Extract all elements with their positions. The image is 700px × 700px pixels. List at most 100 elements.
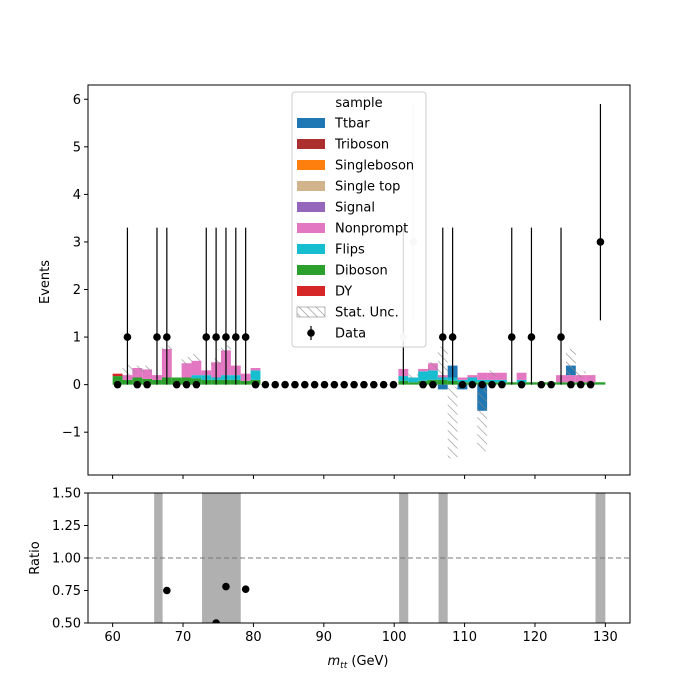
legend-label: Diboson	[335, 264, 388, 279]
bar-flips	[418, 371, 428, 381]
legend-swatch	[297, 286, 325, 296]
data-point	[212, 333, 220, 341]
legend-label: Data	[335, 327, 366, 342]
x-tick-label: 130	[593, 630, 618, 645]
legend-swatch	[297, 202, 325, 212]
bar-flips	[250, 370, 261, 380]
data-point	[527, 333, 536, 341]
legend-label: Flips	[335, 243, 365, 258]
legend-swatch	[297, 265, 325, 275]
bar-ttbar	[437, 384, 448, 390]
bar-nonprompt	[142, 369, 153, 379]
data-points	[113, 104, 605, 389]
legend-marker	[307, 329, 315, 337]
y-tick-label: 0.75	[52, 584, 81, 599]
ratio-panel: 0.50 0.75 1.00 1.25 1.50 60 70 80 90 100 110 120 13…	[28, 487, 631, 671]
ratio-x-ticks: 60 70 80 90 100 110 120 130	[104, 623, 618, 645]
data-point	[340, 380, 349, 389]
x-tick-label: 60	[104, 630, 121, 645]
data-point	[192, 380, 201, 389]
bar-diboson	[595, 382, 606, 385]
data-point	[222, 333, 230, 341]
x-tick-label: 120	[523, 630, 548, 645]
legend-title: sample	[335, 96, 382, 111]
ratio-y-ticks: 0.50 0.75 1.00 1.25 1.50	[52, 487, 88, 632]
data-point	[320, 380, 329, 389]
main-axes-frame	[87, 84, 631, 476]
y-tick-label: 0.50	[52, 617, 81, 632]
legend-swatch	[297, 139, 325, 149]
data-point	[438, 333, 447, 341]
data-point	[596, 238, 605, 246]
legend-swatch	[297, 244, 325, 254]
data-point	[488, 380, 496, 389]
y-tick-label: −1	[62, 426, 81, 441]
data-point	[251, 380, 260, 389]
data-point	[537, 380, 546, 389]
data-point	[498, 380, 506, 389]
data-point	[301, 380, 309, 389]
legend: sample Ttbar Triboson Singleboson Single to…	[291, 91, 427, 348]
data-point	[547, 380, 555, 389]
stat-unc-band	[142, 365, 153, 373]
bar-flips	[467, 377, 478, 383]
data-point	[517, 380, 526, 389]
x-tick-label: 70	[175, 630, 192, 645]
main-y-ticks: −1 0 1 2 3 4 5 6	[62, 93, 88, 441]
bar-nonprompt	[191, 360, 202, 376]
bar-dy	[112, 373, 123, 377]
legend-label: DY	[335, 285, 352, 300]
bar-nonprompt	[457, 377, 468, 380]
data-point	[163, 333, 171, 341]
data-point	[232, 333, 240, 341]
data-point	[429, 380, 437, 389]
stat-unc-band	[408, 374, 419, 379]
data-point	[202, 333, 211, 341]
data-point	[576, 380, 585, 389]
data-point	[271, 380, 280, 389]
stat-unc-band	[477, 389, 488, 452]
stat-unc-band	[132, 365, 143, 373]
y-tick-label: 1.50	[52, 487, 81, 502]
bar-flips	[191, 375, 202, 379]
data-point	[261, 380, 270, 389]
x-axis-label: mtt (GeV)	[328, 654, 389, 671]
bar-nonprompt	[250, 367, 261, 371]
data-point	[350, 380, 358, 389]
y-tick-label: 1	[73, 331, 81, 346]
legend-frame	[291, 91, 427, 348]
data-point	[379, 380, 388, 389]
legend-swatch	[297, 181, 325, 191]
data-point	[291, 380, 299, 389]
data-point	[389, 380, 398, 389]
legend-label: Single top	[335, 180, 400, 195]
ratio-point	[212, 619, 220, 623]
data-point	[419, 380, 427, 389]
data-point	[143, 380, 151, 389]
data-point	[586, 380, 595, 389]
y-tick-label: 6	[73, 93, 81, 108]
x-axis-label-sub: tt	[340, 661, 348, 671]
data-point	[468, 380, 477, 389]
stat-unc-band	[181, 357, 192, 365]
x-tick-label: 80	[245, 630, 262, 645]
legend-label: Singleboson	[335, 159, 414, 174]
bar-flips	[408, 377, 419, 383]
data-point	[310, 380, 319, 389]
data-point	[330, 380, 339, 389]
data-point	[458, 380, 467, 389]
ratio-point	[163, 586, 171, 595]
bar-nonprompt	[477, 372, 488, 380]
ratio-point	[241, 585, 250, 593]
bar-nonprompt	[467, 375, 478, 378]
legend-swatch-hatch	[296, 306, 326, 318]
legend-label: Signal	[335, 201, 375, 216]
main-x-ticks	[112, 475, 606, 479]
legend-label: Nonprompt	[335, 222, 408, 237]
data-point	[113, 380, 122, 389]
data-point	[448, 333, 457, 341]
bar-diboson	[408, 382, 419, 385]
x-axis-label-main: m	[328, 654, 341, 669]
legend-swatch	[297, 118, 325, 128]
